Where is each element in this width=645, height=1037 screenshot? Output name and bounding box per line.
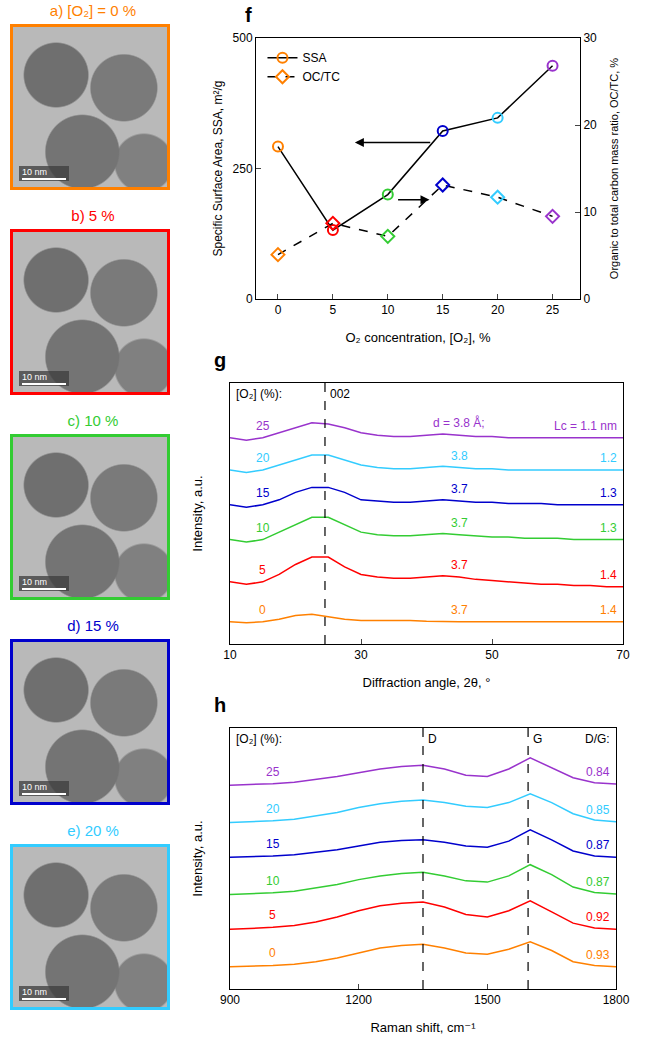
svg-text:0: 0 — [275, 303, 282, 317]
svg-text:25: 25 — [256, 419, 270, 433]
svg-text:15: 15 — [436, 303, 450, 317]
html-text:10 nm: 10 nm — [22, 987, 47, 997]
html-text:a) [O₂] = 0 %: a) [O₂] = 0 % — [49, 2, 137, 19]
svg-text:25: 25 — [546, 303, 560, 317]
svg-text:1.4: 1.4 — [600, 603, 617, 617]
svg-text:30: 30 — [583, 31, 597, 45]
svg-text:900: 900 — [220, 993, 240, 1007]
html-text:10 nm: 10 nm — [22, 782, 47, 792]
html-text:10 nm: 10 nm — [22, 372, 47, 382]
svg-text:d = 3.8 Å;: d = 3.8 Å; — [433, 415, 485, 430]
svg-text:Specific Surface Area, SSA, m²: Specific Surface Area, SSA, m²/g — [211, 80, 225, 256]
svg-text:20: 20 — [491, 303, 505, 317]
svg-text:[O₂] (%):: [O₂] (%): — [236, 387, 282, 401]
svg-text:70: 70 — [616, 648, 630, 662]
svg-text:Diffraction angle, 2θ, °: Diffraction angle, 2θ, ° — [363, 675, 491, 690]
svg-text:0.87: 0.87 — [586, 875, 610, 889]
svg-text:D/G:: D/G: — [585, 732, 610, 746]
svg-text:3.7: 3.7 — [451, 603, 468, 617]
svg-text:5: 5 — [269, 908, 276, 922]
html-text:d) 15 %: d) 15 % — [67, 617, 119, 634]
svg-text:50: 50 — [485, 648, 499, 662]
svg-text:Raman shift, cm⁻¹: Raman shift, cm⁻¹ — [370, 1020, 476, 1035]
html-text:e) 20 %: e) 20 % — [67, 822, 119, 839]
svg-text:Lc = 1.1 nm: Lc = 1.1 nm — [554, 419, 617, 433]
svg-text:1200: 1200 — [345, 993, 372, 1007]
svg-text:500: 500 — [233, 31, 253, 45]
html-text:b) 5 %: b) 5 % — [71, 207, 115, 224]
html-text:10 nm: 10 nm — [22, 577, 47, 587]
svg-text:Organic to total carbon mass r: Organic to total carbon mass ratio, OC/T… — [608, 58, 620, 280]
svg-text:G: G — [533, 732, 542, 746]
svg-text:1.2: 1.2 — [600, 451, 617, 465]
svg-text:15: 15 — [256, 486, 270, 500]
svg-text:0.85: 0.85 — [586, 803, 610, 817]
svg-text:20: 20 — [256, 451, 270, 465]
svg-text:0: 0 — [246, 292, 253, 306]
svg-text:1.3: 1.3 — [600, 486, 617, 500]
svg-text:[O₂] (%):: [O₂] (%): — [236, 732, 282, 746]
svg-text:SSA: SSA — [302, 51, 326, 65]
svg-text:5: 5 — [259, 563, 266, 577]
svg-text:10: 10 — [583, 205, 597, 219]
svg-text:0: 0 — [259, 603, 266, 617]
svg-text:O₂ concentration, [O₂], %: O₂ concentration, [O₂], % — [345, 330, 491, 345]
svg-text:3.7: 3.7 — [451, 558, 468, 572]
svg-text:10: 10 — [256, 521, 270, 535]
svg-text:3.7: 3.7 — [451, 516, 468, 530]
svg-text:h: h — [214, 694, 226, 716]
svg-text:0.92: 0.92 — [586, 910, 610, 924]
svg-text:20: 20 — [583, 118, 597, 132]
svg-text:D: D — [428, 732, 437, 746]
svg-text:1.4: 1.4 — [600, 568, 617, 582]
svg-text:1800: 1800 — [603, 993, 630, 1007]
svg-text:3.7: 3.7 — [451, 482, 468, 496]
svg-text:10: 10 — [266, 874, 280, 888]
svg-text:f: f — [245, 4, 252, 26]
svg-text:10: 10 — [381, 303, 395, 317]
svg-text:25: 25 — [266, 765, 280, 779]
svg-text:Intensity, a.u.: Intensity, a.u. — [190, 475, 205, 551]
svg-text:250: 250 — [233, 162, 253, 176]
svg-text:15: 15 — [266, 837, 280, 851]
svg-text:0: 0 — [269, 946, 276, 960]
svg-text:0.84: 0.84 — [586, 765, 610, 779]
svg-text:30: 30 — [354, 648, 368, 662]
svg-text:OC/TC: OC/TC — [302, 70, 340, 84]
svg-text:3.8: 3.8 — [451, 449, 468, 463]
svg-text:Intensity, a.u.: Intensity, a.u. — [190, 820, 205, 896]
svg-text:1500: 1500 — [474, 993, 501, 1007]
svg-text:0.93: 0.93 — [586, 948, 610, 962]
html-text:c) 10 %: c) 10 % — [67, 412, 119, 429]
svg-text:1.3: 1.3 — [600, 521, 617, 535]
svg-text:20: 20 — [266, 802, 280, 816]
svg-text:10: 10 — [223, 648, 237, 662]
svg-text:g: g — [214, 349, 226, 371]
svg-text:002: 002 — [330, 387, 350, 401]
html-text:10 nm: 10 nm — [22, 167, 47, 177]
svg-text:0.87: 0.87 — [586, 838, 610, 852]
svg-text:0: 0 — [583, 292, 590, 306]
svg-text:5: 5 — [330, 303, 337, 317]
